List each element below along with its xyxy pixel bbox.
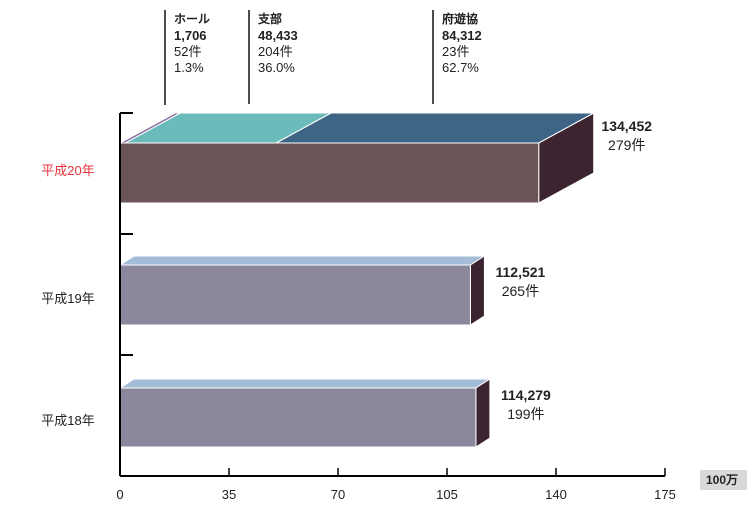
category-label-1: 平成19年	[41, 291, 94, 306]
x-tick-label-0: 0	[116, 487, 123, 502]
callout-branch-count: 204件	[258, 44, 293, 59]
x-tick-label-5: 175	[654, 487, 676, 502]
bar-2006-front	[119, 387, 477, 448]
bar-2006-top	[118, 378, 492, 389]
bar-2008-value-label: 134,452	[601, 118, 652, 134]
callout-hall-count: 52件	[174, 44, 201, 59]
bar-2006-value-label: 114,279	[501, 387, 551, 403]
bar-2007-top	[118, 255, 487, 266]
bar-2007-count-label: 265件	[502, 283, 539, 299]
callout-hall-value: 1,706	[174, 28, 207, 43]
bar-2007-side	[469, 255, 485, 326]
bar-2008-count-label: 279件	[608, 137, 645, 153]
x-tick-label-4: 140	[545, 487, 567, 502]
x-tick-label-3: 105	[436, 487, 458, 502]
x-tick-label-1: 35	[222, 487, 236, 502]
callout-prefecture-name: 府遊協	[442, 11, 478, 26]
callout-prefecture-count: 23件	[442, 44, 469, 59]
bar-2007-value-label: 112,521	[496, 264, 546, 280]
callout-branch-value: 48,433	[258, 28, 298, 43]
unit-label: 100万	[700, 470, 747, 490]
x-tick-label-2: 70	[331, 487, 345, 502]
category-label-2: 平成18年	[41, 413, 94, 428]
callout-prefecture-value: 84,312	[442, 28, 482, 43]
callout-branch-name: 支部	[257, 11, 282, 26]
category-label-0: 平成20年	[41, 163, 94, 178]
callout-prefecture-share: 62.7%	[442, 60, 479, 75]
bar-2007-front	[119, 264, 471, 326]
bar-2006-side	[475, 378, 491, 448]
bar-2008-front	[119, 142, 540, 204]
callout-hall-share: 1.3%	[174, 60, 204, 75]
callout-branch-share: 36.0%	[258, 60, 295, 75]
bar-2006-count-label: 199件	[507, 406, 544, 422]
segment-prefecture-top	[275, 112, 594, 144]
callout-hall-name: ホール	[174, 12, 210, 26]
